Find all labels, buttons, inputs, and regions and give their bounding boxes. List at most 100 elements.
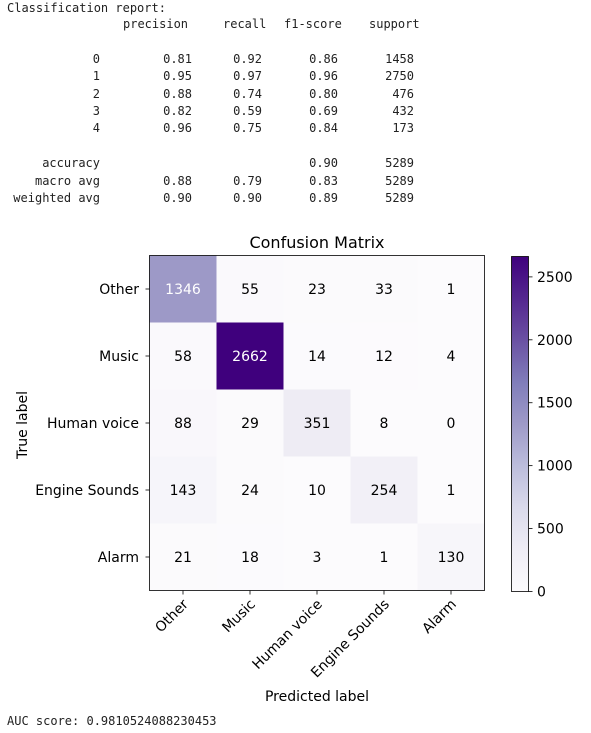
plot-frame bbox=[149, 255, 485, 591]
heatmap-cell-value: 143 bbox=[170, 483, 197, 499]
colorbar-tick-label: 1000 bbox=[537, 459, 573, 475]
report-cell-precision: 0.90 bbox=[163, 191, 192, 205]
report-cell-recall: 0.92 bbox=[233, 52, 262, 66]
colorbar-ticks: 0 500 1000 1500 2000 2500 bbox=[528, 270, 573, 601]
heatmap-cell-value: 33 bbox=[375, 282, 393, 298]
heatmap-cell-value: 12 bbox=[375, 349, 393, 365]
heatmap-cell bbox=[350, 255, 418, 323]
report-cell-f1: 0.69 bbox=[309, 103, 338, 118]
report-cell-recall: 0.59 bbox=[233, 103, 262, 118]
heatmap-cell bbox=[350, 322, 418, 390]
heatmap-cell bbox=[417, 389, 485, 457]
y-tick-label: Alarm bbox=[98, 550, 139, 566]
heatmap-cell-labels: 1346 55 23 33 1 58 2662 14 12 4 88 29 351 8 0 143 24 10 25… bbox=[165, 282, 464, 566]
x-tick-label: Music bbox=[219, 597, 258, 636]
heatmap-cell bbox=[149, 456, 217, 524]
colorbar bbox=[511, 256, 529, 592]
heatmap-cell-value: 2662 bbox=[232, 349, 268, 365]
x-tick-label: Other bbox=[152, 596, 192, 636]
heatmap-cell bbox=[350, 456, 418, 524]
heatmap-cell bbox=[216, 255, 284, 323]
heatmap-cell-value: 1346 bbox=[165, 282, 201, 298]
report-cell-f1: 0.96 bbox=[309, 69, 338, 84]
report-cell-f1: 0.89 bbox=[309, 191, 338, 205]
heatmap-cell bbox=[417, 255, 485, 323]
heatmap-cell-value: 8 bbox=[380, 416, 389, 432]
heatmap-cell bbox=[149, 255, 217, 323]
report-row-label: macro avg bbox=[34, 173, 100, 188]
report-cell-precision: 0.96 bbox=[163, 121, 192, 136]
report-row-label: 3 bbox=[92, 103, 100, 118]
heatmap-cell-value: 130 bbox=[438, 550, 465, 566]
report-header: precision bbox=[123, 17, 189, 31]
heatmap-cell bbox=[216, 523, 284, 591]
report-cell-f1: 0.90 bbox=[309, 156, 338, 170]
heatmap-cell bbox=[350, 523, 418, 591]
report-cell-precision: 0.88 bbox=[163, 173, 192, 188]
report-cell-support: 432 bbox=[392, 103, 414, 118]
report-cell-recall: 0.90 bbox=[233, 191, 262, 205]
heatmap-cell bbox=[216, 456, 284, 524]
y-tick-label: Engine Sounds bbox=[35, 483, 139, 499]
report-cell-support: 5289 bbox=[385, 156, 414, 170]
heatmap-cell bbox=[149, 523, 217, 591]
heatmap-cell-value: 4 bbox=[447, 349, 456, 365]
heatmap-cell bbox=[417, 523, 485, 591]
heatmap-cell bbox=[417, 322, 485, 390]
report-cell-f1: 0.84 bbox=[309, 121, 338, 136]
report-title: Classification report: bbox=[7, 1, 166, 15]
report-header: recall bbox=[223, 17, 267, 31]
x-tick-label: Human voice bbox=[249, 597, 325, 673]
report-row-label: accuracy bbox=[42, 156, 100, 170]
heatmap-cell bbox=[149, 389, 217, 457]
report-cell-precision: 0.82 bbox=[163, 103, 192, 118]
heatmap-cell-value: 0 bbox=[447, 416, 456, 432]
heatmap-cell bbox=[283, 523, 351, 591]
report-row-label: 1 bbox=[92, 69, 100, 84]
heatmap-cell-value: 254 bbox=[371, 483, 398, 499]
heatmap-cell-value: 18 bbox=[241, 550, 259, 566]
report-cell-recall: 0.75 bbox=[233, 121, 262, 136]
report-cell-f1: 0.80 bbox=[309, 86, 338, 101]
heatmap-cell bbox=[350, 389, 418, 457]
heatmap-cell bbox=[149, 322, 217, 390]
y-tick-label: Human voice bbox=[47, 416, 139, 432]
heatmap-cell-value: 10 bbox=[308, 483, 326, 499]
report-header: f1-score bbox=[284, 17, 342, 31]
heatmap-cell-value: 58 bbox=[174, 349, 192, 365]
report-cell-recall: 0.74 bbox=[233, 86, 262, 101]
heatmap-cell-value: 55 bbox=[241, 282, 259, 298]
heatmap-cell bbox=[283, 456, 351, 524]
y-tick-label: Music bbox=[99, 349, 139, 365]
x-axis-label: Predicted label bbox=[265, 689, 369, 705]
heatmap-cell-value: 88 bbox=[174, 416, 192, 432]
heatmap-cell bbox=[417, 456, 485, 524]
report-cell-support: 476 bbox=[392, 86, 414, 101]
chart-title: Confusion Matrix bbox=[249, 233, 384, 252]
heatmap-cells bbox=[149, 255, 485, 591]
y-axis-ticks: Other Music Human voice Engine Sounds Alarm bbox=[35, 282, 150, 566]
report-cell-support: 5289 bbox=[385, 191, 414, 205]
report-row-label: weighted avg bbox=[13, 191, 100, 205]
y-axis-label: True label bbox=[15, 391, 31, 460]
y-tick-label: Other bbox=[99, 282, 139, 298]
heatmap-cell-value: 1 bbox=[380, 550, 389, 566]
colorbar-tick-label: 2000 bbox=[537, 333, 573, 349]
report-cell-recall: 0.97 bbox=[233, 69, 262, 84]
heatmap-cell bbox=[216, 389, 284, 457]
report-row-label: 0 bbox=[92, 52, 100, 66]
report-cell-recall: 0.79 bbox=[233, 173, 262, 188]
heatmap-cell-value: 1 bbox=[447, 282, 456, 298]
report-cell-f1: 0.86 bbox=[309, 52, 338, 66]
colorbar-tick-label: 2500 bbox=[537, 270, 573, 286]
heatmap-cell-value: 351 bbox=[304, 416, 331, 432]
report-cell-support: 5289 bbox=[385, 173, 414, 188]
report-row-label: 2 bbox=[92, 86, 100, 101]
heatmap-cell-value: 24 bbox=[241, 483, 259, 499]
colorbar-tick-label: 500 bbox=[537, 522, 564, 538]
heatmap-cell-value: 1 bbox=[447, 483, 456, 499]
report-cell-support: 1458 bbox=[385, 52, 414, 66]
colorbar-tick-label: 0 bbox=[537, 585, 546, 601]
